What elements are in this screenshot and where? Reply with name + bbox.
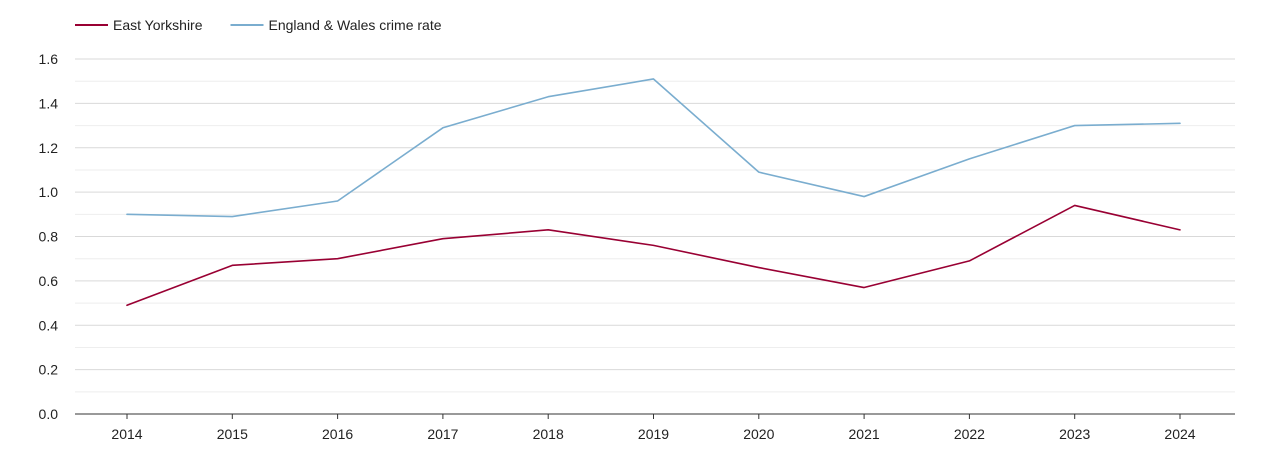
x-tick-label: 2017 [427,426,458,442]
x-tick-label: 2015 [217,426,248,442]
x-tick-label: 2019 [638,426,669,442]
y-tick-label: 0.6 [39,273,59,289]
grid-lines [75,58,1235,393]
x-tick-label: 2014 [111,426,142,442]
y-tick-label: 0.8 [39,229,59,245]
y-tick-label: 1.4 [39,95,59,111]
legend-label-0: East Yorkshire [113,17,203,33]
y-tick-label: 0.0 [39,406,59,422]
y-axis: 0.0 0.2 0.4 0.6 0.8 1.0 1.2 1.4 1.6 [39,51,59,422]
y-tick-label: 1.2 [39,140,59,156]
y-tick-label: 1.6 [39,51,59,67]
y-tick-label: 1.0 [39,184,59,200]
x-axis: 2014 2015 2016 2017 2018 2019 2020 2021 2022 2023… [75,413,1235,442]
legend-label-1: England & Wales crime rate [269,17,442,33]
x-tick-label: 2020 [743,426,774,442]
x-tick-label: 2023 [1059,426,1090,442]
legend: East Yorkshire England & Wales crime rate [75,17,442,33]
series-line-0 [126,204,1181,307]
x-tick-label: 2018 [533,426,564,442]
y-tick-label: 0.2 [39,362,59,378]
series-group [126,78,1181,307]
x-tick-label: 2022 [954,426,985,442]
y-tick-label: 0.4 [39,317,59,333]
x-tick-label: 2021 [849,426,880,442]
series-line-1 [126,78,1181,218]
x-tick-label: 2016 [322,426,353,442]
x-tick-label: 2024 [1164,426,1195,442]
